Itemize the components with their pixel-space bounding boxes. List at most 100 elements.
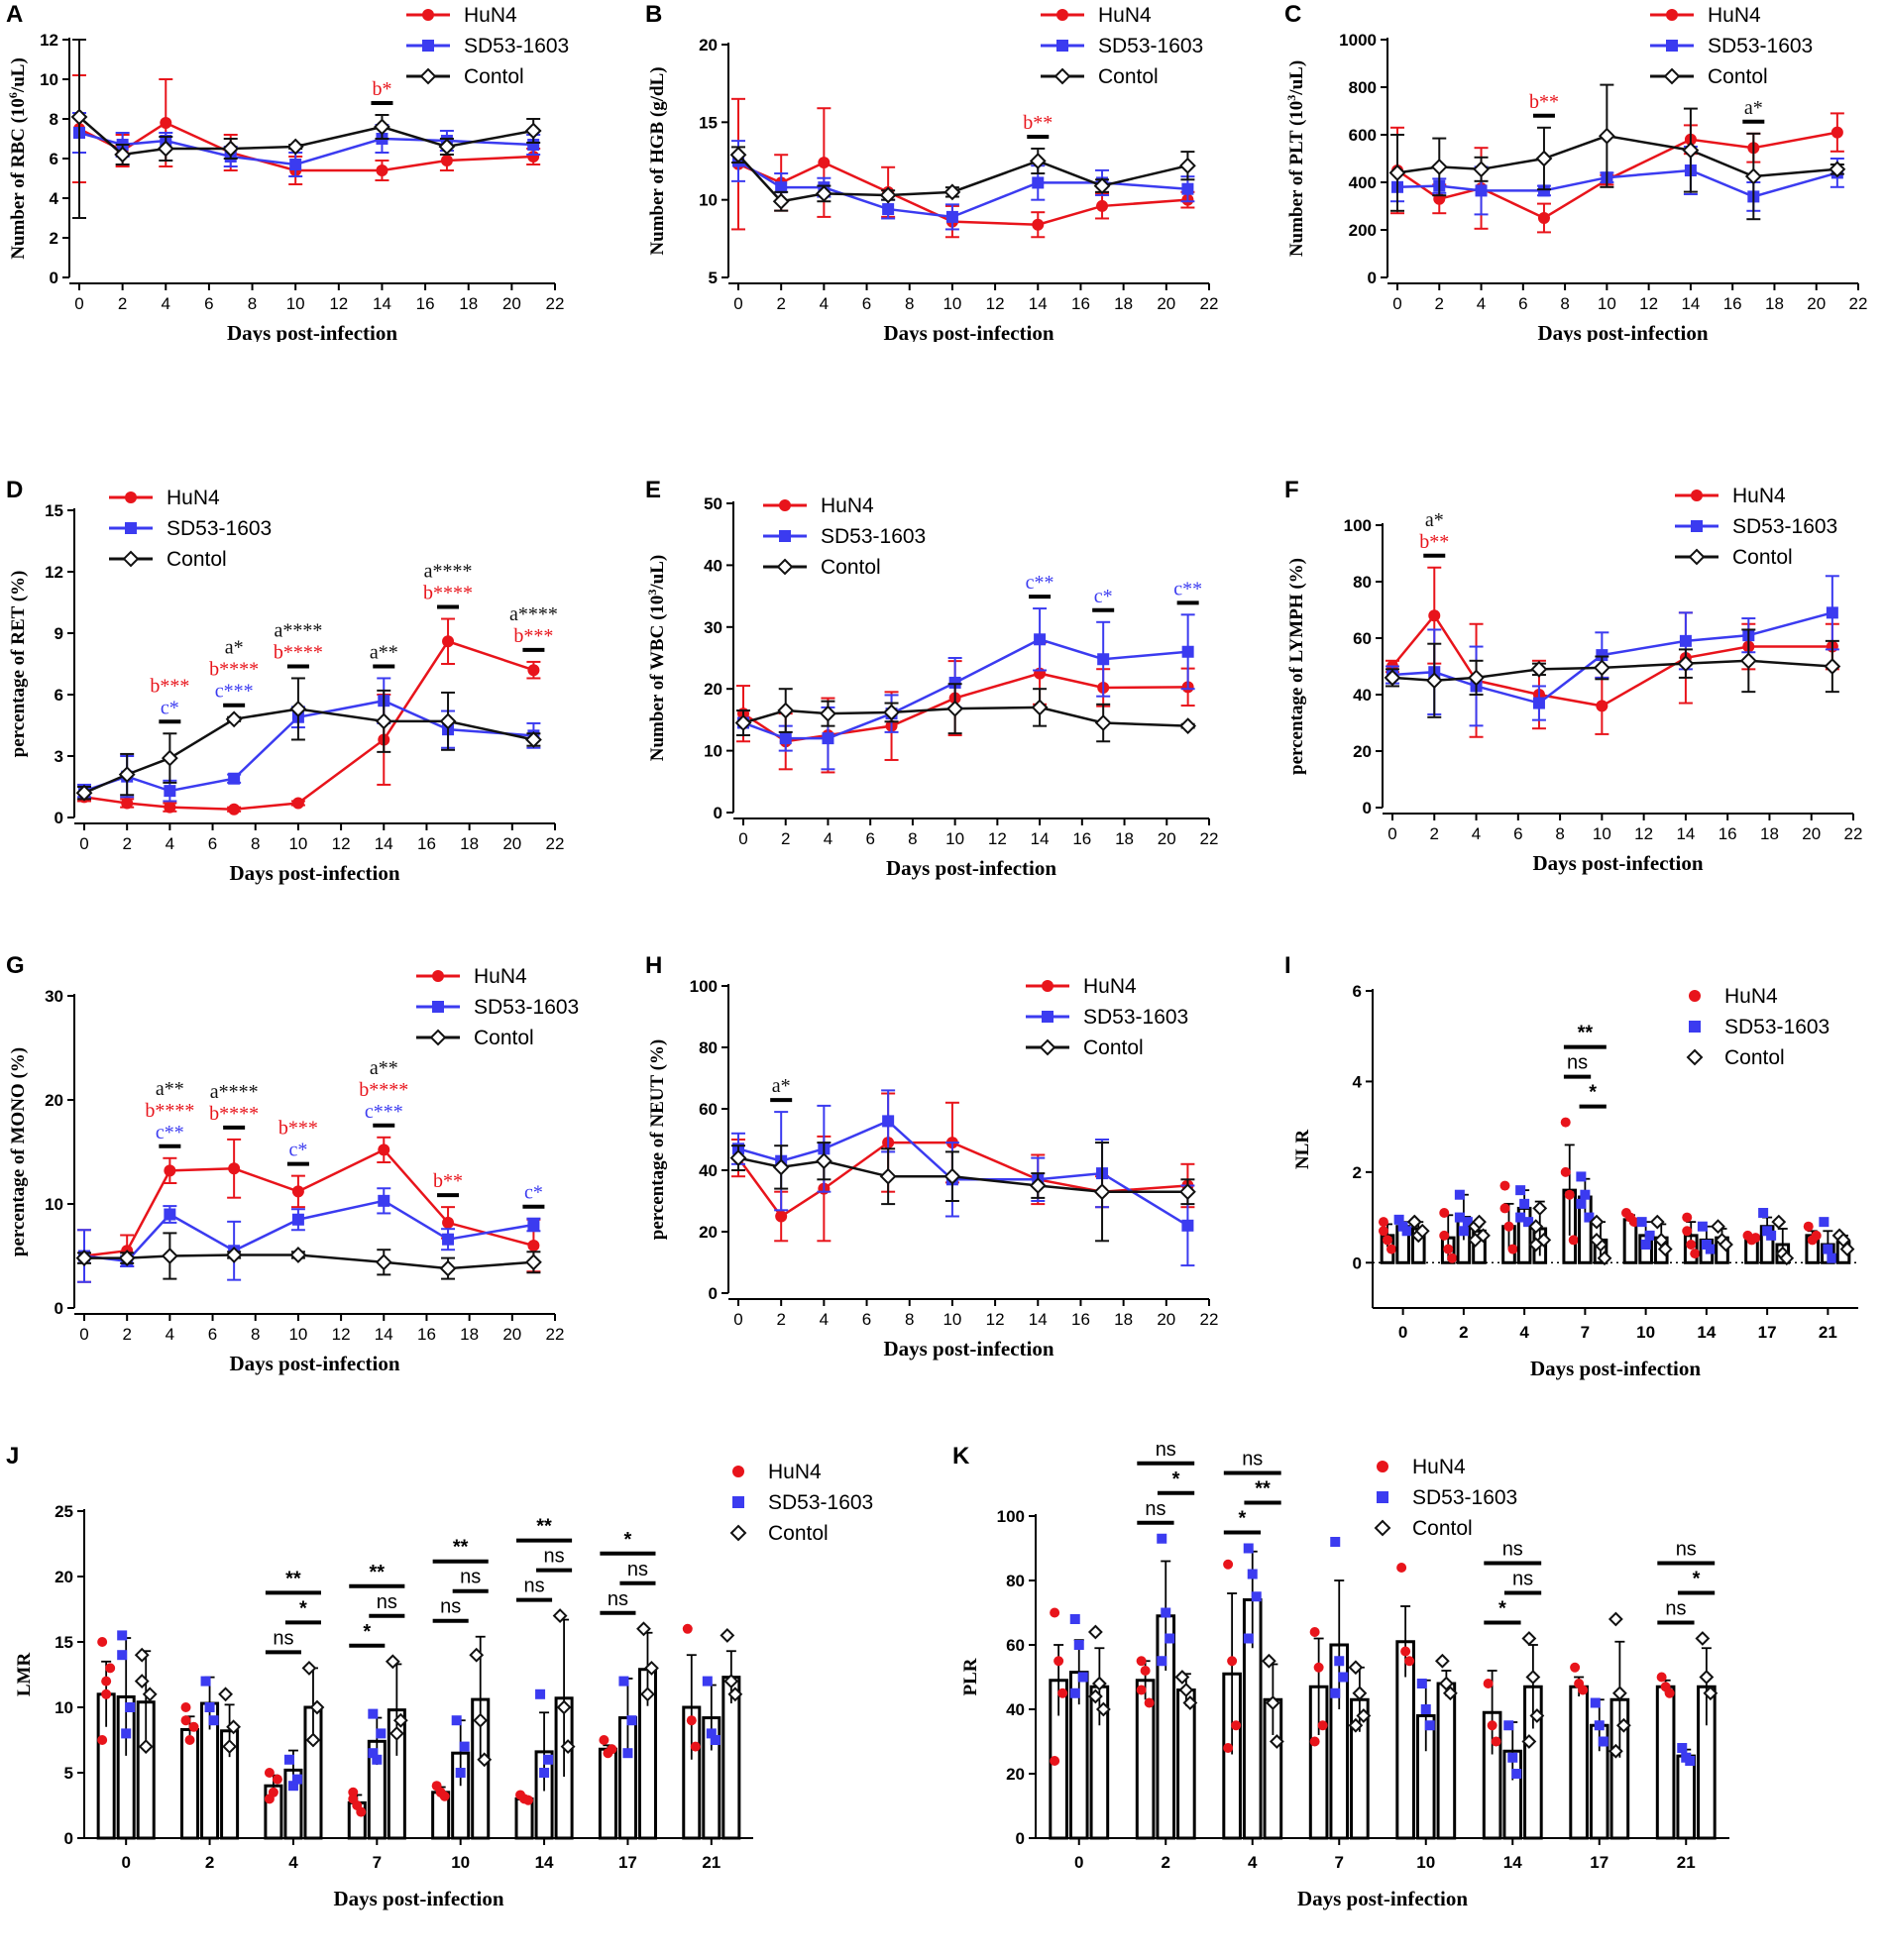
marker-hun4 bbox=[184, 1735, 195, 1745]
marker-sd53-1603 bbox=[775, 181, 788, 194]
marker-sd53-1603 bbox=[372, 1754, 383, 1765]
marker-hun4 bbox=[1447, 1252, 1458, 1263]
annotation-label: c** bbox=[1173, 578, 1202, 599]
x-tick-label: 20 bbox=[502, 294, 521, 313]
y-axis-label: PLR bbox=[960, 1658, 981, 1695]
marker-sd53-1603 bbox=[1519, 1198, 1530, 1209]
marker-hun4 bbox=[1439, 1230, 1450, 1241]
marker-contol bbox=[1174, 1670, 1190, 1685]
x-tick-label: 14 bbox=[1029, 294, 1048, 313]
marker-hun4 bbox=[1050, 1607, 1060, 1618]
marker-contol bbox=[222, 1739, 238, 1755]
panel-d-ret: D 0 3 6 9 12 15 0 2 4 6 8 10 12 14 16 18 20 22 Days post-in… bbox=[0, 476, 634, 892]
marker-sd53-1603 bbox=[451, 1715, 462, 1726]
chart-svg: A 0 2 4 6 8 10 12 0 2 4 6 8 10 12 14 16 18 20 22 Days post-i… bbox=[6, 1, 569, 345]
y-axis-label: Number of HGB (g/dL) bbox=[647, 66, 668, 255]
x-tick-label: 18 bbox=[460, 834, 479, 853]
y-tick-label: 0 bbox=[1016, 1829, 1025, 1848]
marker-contol bbox=[473, 1712, 489, 1728]
x-tick-label: 14 bbox=[1029, 1310, 1048, 1329]
series-line bbox=[78, 121, 534, 172]
series-line bbox=[83, 639, 534, 811]
marker-contol bbox=[1095, 1701, 1111, 1717]
x-tick-label: 2 bbox=[122, 834, 131, 853]
marker-sd53-1603 bbox=[291, 1213, 304, 1226]
x-tick-label: 10 bbox=[288, 1325, 307, 1344]
legend-label: SD53-1603 bbox=[464, 35, 569, 57]
marker-hun4 bbox=[1596, 700, 1608, 712]
marker-contol bbox=[419, 67, 437, 85]
marker-hun4 bbox=[439, 1791, 450, 1801]
annotation-label: a**** bbox=[210, 1081, 259, 1103]
marker-sd53-1603 bbox=[1580, 1189, 1591, 1200]
marker-hun4 bbox=[1537, 212, 1550, 224]
legend-label: Contol bbox=[1708, 65, 1768, 88]
x-tick-label: 14 bbox=[373, 294, 391, 313]
marker-contol bbox=[1178, 157, 1196, 174]
x-tick-label: 0 bbox=[733, 294, 742, 313]
marker-hun4 bbox=[164, 801, 176, 814]
y-tick-label: 10 bbox=[40, 70, 58, 89]
marker-hun4 bbox=[1386, 1244, 1396, 1254]
marker-contol bbox=[1438, 1676, 1454, 1691]
series-contol bbox=[1388, 83, 1846, 221]
x-tick-label: 12 bbox=[329, 294, 348, 313]
marker-hun4 bbox=[1491, 1736, 1501, 1747]
panel-f-lymph: F 0 20 40 60 80 100 0 2 4 6 8 10 12 14 16 18 20 22 Days pos… bbox=[1278, 476, 1885, 892]
chart-svg: E 0 10 20 30 40 50 0 2 4 6 8 10 12 14 16 18 20 22 Days post… bbox=[645, 477, 1218, 880]
marker-hun4 bbox=[1313, 1662, 1324, 1673]
marker-sd53-1603 bbox=[706, 1728, 717, 1739]
marker-contol bbox=[286, 138, 304, 156]
panel-letter: E bbox=[645, 477, 661, 503]
marker-sd53-1603 bbox=[1034, 633, 1047, 646]
series-line bbox=[737, 154, 1188, 203]
x-tick-label: 14 bbox=[1697, 1323, 1716, 1342]
marker-sd53-1603 bbox=[1077, 1672, 1088, 1683]
marker-hun4 bbox=[442, 1216, 455, 1229]
marker-hun4 bbox=[527, 664, 540, 677]
marker-hun4 bbox=[1053, 1656, 1064, 1667]
marker-hun4 bbox=[422, 9, 434, 21]
x-tick-label: 18 bbox=[459, 294, 478, 313]
marker-contol bbox=[1348, 1660, 1364, 1676]
annotation-label: b*** bbox=[278, 1118, 318, 1140]
legend-label: HuN4 bbox=[166, 487, 220, 509]
x-tick-label: 7 bbox=[373, 1853, 382, 1872]
x-tick-label: 4 bbox=[820, 294, 829, 313]
x-tick-label: 12 bbox=[986, 1310, 1005, 1329]
legend: HuN4 SD53-1603 Contol bbox=[1374, 1456, 1517, 1540]
marker-hun4 bbox=[164, 1164, 176, 1177]
x-tick-label: 22 bbox=[546, 834, 565, 853]
marker-contol bbox=[385, 1654, 400, 1670]
y-axis-label: LMR bbox=[14, 1653, 35, 1697]
marker-sd53-1603 bbox=[1420, 1704, 1431, 1714]
marker-hun4 bbox=[1382, 1235, 1392, 1246]
marker-sd53-1603 bbox=[1475, 184, 1488, 197]
x-tick-label: 12 bbox=[988, 829, 1007, 848]
marker-hun4 bbox=[1666, 9, 1678, 21]
marker-sd53-1603 bbox=[1181, 645, 1194, 658]
annotation-label: b**** bbox=[359, 1079, 408, 1101]
x-tick-label: 0 bbox=[74, 294, 83, 313]
marker-contol bbox=[439, 712, 457, 730]
marker-contol bbox=[1178, 1183, 1196, 1201]
bar bbox=[598, 1747, 617, 1840]
marker-contol bbox=[1779, 1251, 1795, 1266]
y-axis-label: percentage of MONO (%) bbox=[8, 1047, 29, 1256]
marker-sd53-1603 bbox=[1636, 1217, 1647, 1228]
annotation-label: b**** bbox=[274, 641, 323, 663]
marker-contol bbox=[1094, 714, 1112, 731]
series-line bbox=[742, 637, 1188, 740]
marker-sd53-1603 bbox=[535, 1688, 546, 1699]
marker-contol bbox=[1593, 659, 1610, 677]
x-tick-label: 20 bbox=[502, 1325, 521, 1344]
x-tick-label: 2 bbox=[776, 1310, 785, 1329]
y-tick-label: 2 bbox=[1353, 1163, 1362, 1182]
marker-sd53-1603 bbox=[378, 1194, 390, 1207]
marker-hun4 bbox=[1483, 1679, 1494, 1688]
significance-label: ns bbox=[608, 1588, 628, 1610]
marker-contol bbox=[1615, 1717, 1631, 1733]
x-tick-label: 4 bbox=[1519, 1323, 1529, 1342]
annotation-label: c*** bbox=[215, 681, 254, 703]
x-tick-label: 20 bbox=[1807, 294, 1826, 313]
